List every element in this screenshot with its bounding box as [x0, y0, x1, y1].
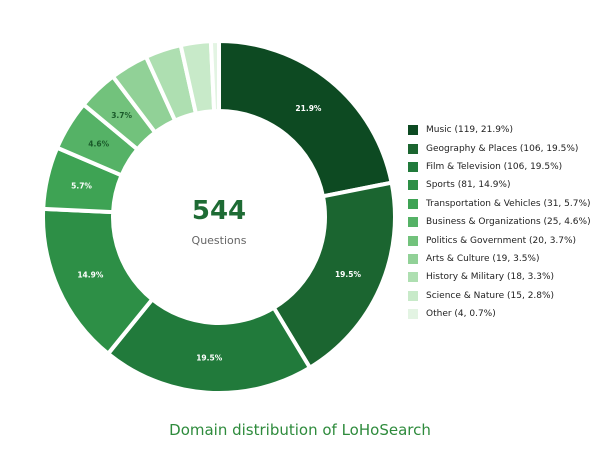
slice-label-geography-places: 19.5%	[335, 270, 362, 279]
legend-swatch	[408, 217, 418, 228]
legend-item: Business & Organizations (25, 4.6%)	[408, 213, 600, 231]
legend-label: Sports (81, 14.9%)	[426, 180, 511, 191]
legend-swatch	[408, 253, 418, 264]
legend-swatch	[408, 161, 418, 172]
legend-swatch	[408, 272, 418, 283]
slice-label-sports: 14.9%	[77, 271, 104, 280]
slice-music	[217, 39, 394, 199]
legend-label: Film & Television (106, 19.5%)	[426, 161, 563, 172]
legend-label: Science & Nature (15, 2.8%)	[426, 290, 555, 301]
slice-label-music: 21.9%	[295, 104, 322, 113]
center-total-label: Questions	[192, 234, 247, 247]
legend-label: Music (119, 21.9%)	[426, 125, 513, 136]
legend-swatch	[408, 290, 418, 301]
slice-label-business-organizations: 4.6%	[88, 139, 109, 148]
legend-label: Other (4, 0.7%)	[426, 309, 496, 320]
legend-swatch	[408, 180, 418, 191]
legend-label: Transportation & Vehicles (31, 5.7%)	[426, 198, 591, 209]
legend-item: Geography & Places (106, 19.5%)	[408, 139, 600, 157]
legend-label: Business & Organizations (25, 4.6%)	[426, 217, 591, 228]
legend-label: Politics & Government (20, 3.7%)	[426, 235, 577, 246]
legend-label: Geography & Places (106, 19.5%)	[426, 143, 579, 154]
chart-title: Domain distribution of LoHoSearch	[169, 421, 431, 439]
legend-swatch	[408, 198, 418, 209]
legend-item: History & Military (18, 3.3%)	[408, 268, 600, 286]
legend-item: Politics & Government (20, 3.7%)	[408, 231, 600, 249]
legend-item: Film & Television (106, 19.5%)	[408, 158, 600, 176]
legend-label: Arts & Culture (19, 3.5%)	[426, 253, 540, 264]
chart-legend: Music (119, 21.9%) Geography & Places (10…	[408, 121, 600, 323]
legend-item: Science & Nature (15, 2.8%)	[408, 287, 600, 305]
legend-swatch	[408, 143, 418, 154]
legend-item: Music (119, 21.9%)	[408, 121, 600, 139]
slice-label-politics-government: 3.7%	[111, 111, 132, 120]
center-total-value: 544	[192, 196, 246, 226]
slice-label-transportation-vehicles: 5.7%	[71, 182, 92, 191]
legend-swatch	[408, 235, 418, 246]
slice-label-film-television: 19.5%	[196, 354, 223, 363]
donut-slices	[41, 39, 397, 395]
slice-other	[208, 39, 221, 114]
legend-swatch	[408, 309, 418, 320]
legend-label: History & Military (18, 3.3%)	[426, 272, 555, 283]
legend-item: Sports (81, 14.9%)	[408, 176, 600, 194]
legend-item: Transportation & Vehicles (31, 5.7%)	[408, 195, 600, 213]
legend-swatch	[408, 125, 418, 136]
legend-item: Other (4, 0.7%)	[408, 305, 600, 323]
legend-item: Arts & Culture (19, 3.5%)	[408, 250, 600, 268]
slice-labels: 21.9% 19.5% 19.5% 14.9% 5.7% 4.6% 3.7%	[71, 104, 361, 363]
